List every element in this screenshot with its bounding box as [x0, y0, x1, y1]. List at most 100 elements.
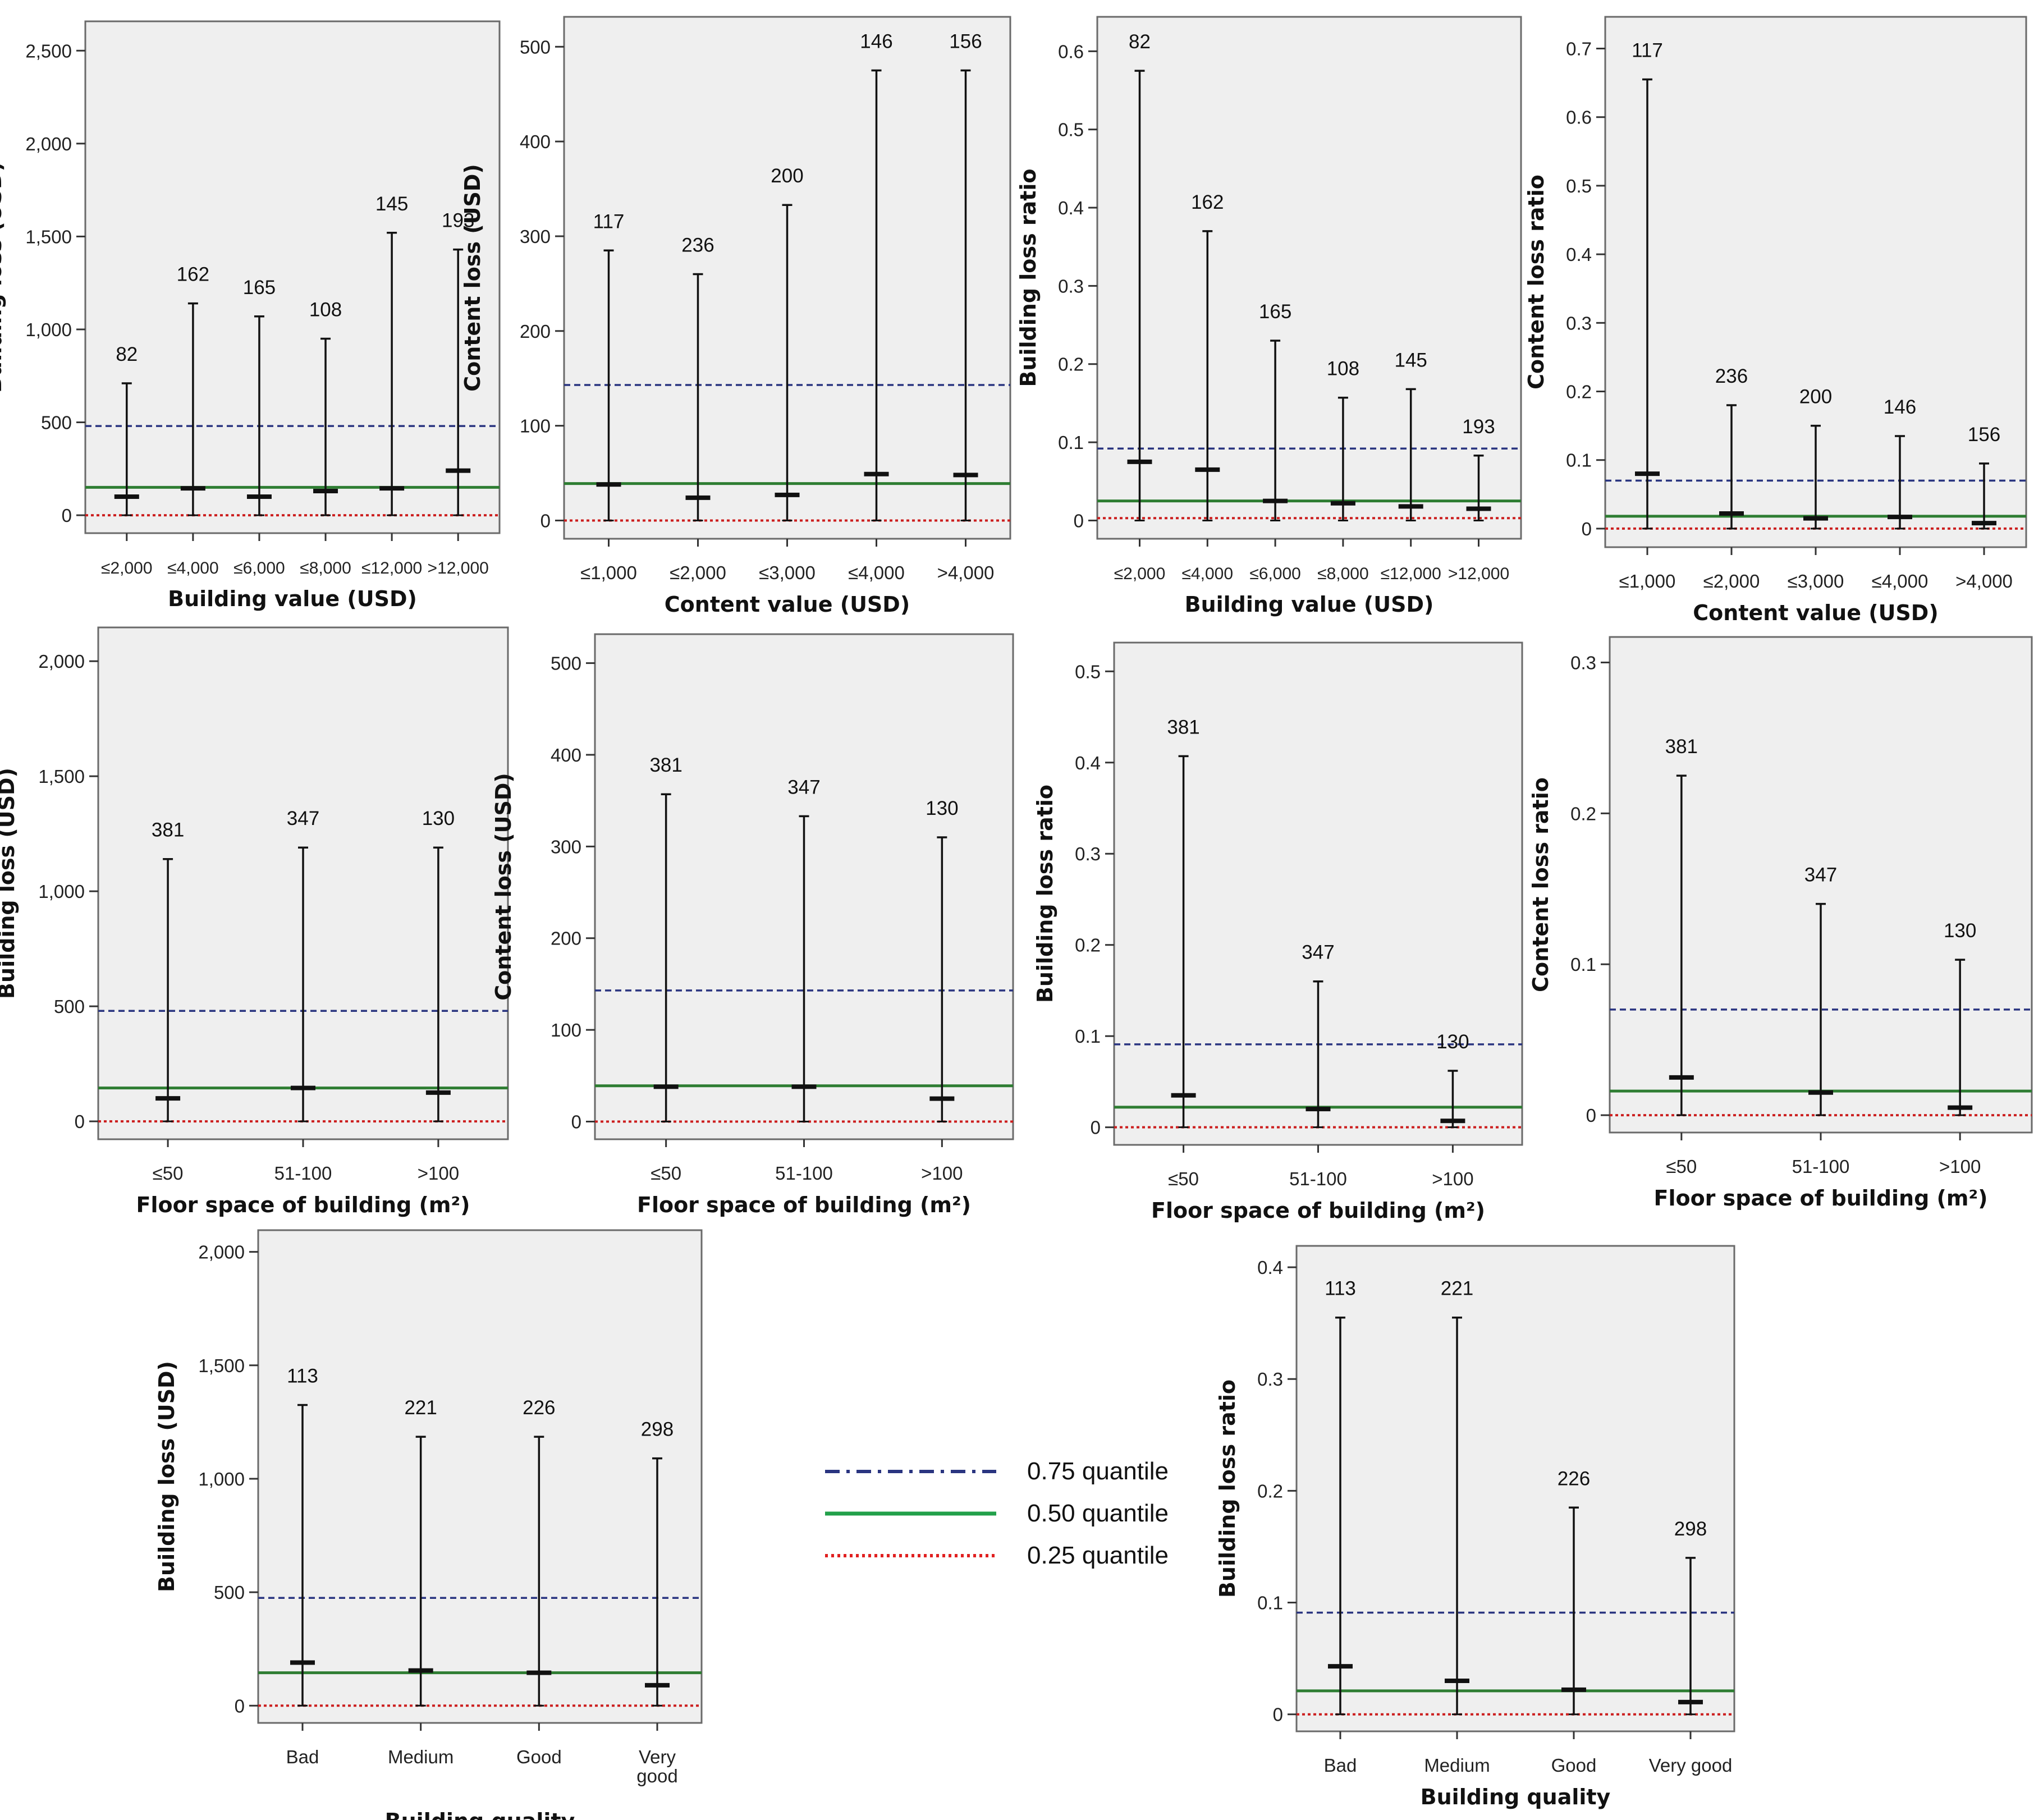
sample-count-label: 226: [523, 1397, 555, 1419]
y-tick-label: 0: [1091, 1117, 1101, 1138]
legend-label-q25: 0.25 quantile: [1027, 1542, 1169, 1569]
x-tick-label: ≤12,000: [1381, 565, 1441, 583]
sample-count-label: 221: [404, 1397, 437, 1419]
y-tick-label: 1,000: [198, 1469, 245, 1489]
x-tick-label: >12,000: [428, 559, 489, 577]
sample-count-label: 113: [1325, 1278, 1356, 1300]
y-tick-label: 0.4: [1058, 198, 1084, 218]
x-tick-label: >100: [1432, 1168, 1473, 1189]
sample-count-label: 156: [949, 31, 982, 53]
sample-count-label: 381: [649, 754, 682, 776]
y-tick-label: 1,000: [25, 319, 72, 340]
sample-count-label: 381: [1167, 716, 1199, 738]
x-tick-label: ≤50: [153, 1163, 184, 1184]
x-tick-label: Bad: [1324, 1755, 1357, 1776]
sample-count-label: 193: [442, 210, 474, 232]
x-axis-title: Floor space of building (m²): [637, 1193, 971, 1217]
x-tick-label: Bad: [286, 1746, 319, 1767]
y-tick-label: 200: [520, 321, 551, 342]
y-tick-label: 400: [551, 745, 581, 765]
y-axis-title: Building loss (USD): [0, 768, 19, 999]
sample-count-label: 298: [641, 1419, 674, 1441]
y-tick-label: 100: [520, 416, 551, 437]
x-tick-label: ≤1,000: [1619, 571, 1676, 592]
plot-area: [1096, 16, 1522, 540]
x-tick-label: >12,000: [1448, 565, 1509, 583]
chart-panel-cl-cv: 0 100 200 300 400 500 117 ≤1,000 236 ≤2,000 200 ≤3,…: [460, 16, 1011, 617]
y-tick-label: 200: [551, 928, 581, 949]
sample-count-label: 117: [593, 210, 625, 232]
sample-count-label: 226: [1558, 1468, 1590, 1489]
panels-layer: 0 500 1,000 1,500 2,000 2,500 82 ≤2,000 162 ≤4,00…: [0, 16, 2033, 1820]
y-tick-label: 0.3: [1566, 313, 1592, 333]
chart-panel-bl-bq: 0 500 1,000 1,500 2,000 113 Bad 221 Medium 226 Goo…: [154, 1229, 703, 1820]
sample-count-label: 108: [309, 299, 342, 321]
y-tick-label: 500: [54, 996, 85, 1017]
y-tick-label: 0.4: [1566, 244, 1592, 265]
x-tick-label: >100: [1939, 1156, 1981, 1177]
x-tick-label: ≤6,000: [1249, 565, 1301, 583]
y-tick-label: 0: [1273, 1704, 1283, 1725]
y-tick-label: 0.2: [1058, 354, 1084, 375]
sample-count-label: 108: [1327, 358, 1359, 380]
x-tick-label: ≤50: [1666, 1156, 1697, 1177]
x-tick-label: ≤4,000: [848, 562, 905, 583]
y-axis-title: Building loss (USD): [0, 162, 6, 393]
y-tick-label: 2,500: [25, 40, 72, 61]
y-axis-title: Content loss (USD): [491, 773, 516, 1001]
y-tick-label: 0.5: [1566, 176, 1592, 196]
y-tick-label: 500: [520, 36, 551, 57]
x-tick-label: ≤8,000: [1317, 565, 1369, 583]
sample-count-label: 130: [926, 797, 958, 819]
y-tick-label: 0: [62, 505, 72, 526]
y-tick-label: 1,500: [38, 766, 85, 787]
x-tick-label: ≤2,000: [1703, 571, 1760, 592]
y-tick-label: 0: [1582, 519, 1592, 539]
x-tick-label: ≤4,000: [1872, 571, 1929, 592]
y-tick-label: 0.3: [1075, 843, 1101, 864]
y-tick-label: 0.1: [1570, 954, 1596, 975]
sample-count-label: 347: [787, 776, 820, 798]
chart-panel-clr-fs: 0 0.1 0.2 0.3 381 ≤50 347 51-100 130 >100 Floor sp…: [1528, 636, 2033, 1211]
sample-count-label: 298: [1674, 1518, 1707, 1540]
sample-count-label: 130: [1436, 1031, 1469, 1053]
y-axis-title: Content loss ratio: [1524, 175, 1549, 389]
chart-panel-bl-fs: 0 500 1,000 1,500 2,000 381 ≤50 347 51-100 130 >10…: [0, 626, 509, 1217]
y-tick-label: 0.1: [1058, 432, 1084, 453]
y-tick-label: 500: [214, 1582, 245, 1603]
sample-count-label: 381: [152, 819, 184, 841]
chart-panel-clr-cv: 0 0.1 0.2 0.3 0.4 0.5 0.6 0.7 117 ≤1,000 236 ≤2,000…: [1524, 16, 2027, 625]
y-tick-label: 2,000: [198, 1242, 245, 1263]
y-tick-label: 1,500: [25, 226, 72, 247]
sample-count-label: 236: [681, 234, 714, 256]
x-tick-label: Good: [1551, 1755, 1597, 1776]
y-tick-label: 0: [540, 510, 551, 531]
y-tick-label: 0.1: [1566, 450, 1592, 471]
sample-count-label: 162: [1191, 191, 1224, 213]
y-tick-label: 0.2: [1075, 935, 1101, 956]
x-tick-label: >100: [921, 1163, 963, 1184]
y-tick-label: 0.1: [1257, 1593, 1283, 1613]
x-tick-label: ≤2,000: [670, 562, 726, 583]
x-tick-label: ≤6,000: [233, 559, 285, 577]
y-tick-label: 2,000: [25, 134, 72, 154]
x-tick-label: ≤12,000: [361, 559, 422, 577]
sample-count-label: 82: [1129, 31, 1151, 53]
y-axis-title: Building loss ratio: [1215, 1379, 1240, 1598]
x-tick-label: ≤8,000: [300, 559, 351, 577]
x-axis-title: Content value (USD): [1693, 600, 1938, 625]
y-tick-label: 1,000: [38, 881, 85, 902]
x-tick-label: ≤50: [1168, 1168, 1199, 1189]
y-tick-label: 0: [1586, 1105, 1596, 1126]
x-axis-title: Building value (USD): [168, 586, 417, 611]
y-tick-label: 0.3: [1570, 652, 1596, 673]
y-tick-label: 500: [41, 412, 72, 433]
y-tick-label: 0.2: [1570, 803, 1596, 824]
y-tick-label: 0: [75, 1111, 85, 1132]
x-tick-label: >4,000: [1955, 571, 2013, 592]
sample-count-label: 113: [287, 1365, 318, 1387]
sample-count-label: 236: [1715, 365, 1748, 387]
chart-panel-bl-bv: 0 500 1,000 1,500 2,000 2,500 82 ≤2,000 162 ≤4,00…: [0, 20, 501, 611]
x-tick-label: ≤3,000: [1788, 571, 1844, 592]
